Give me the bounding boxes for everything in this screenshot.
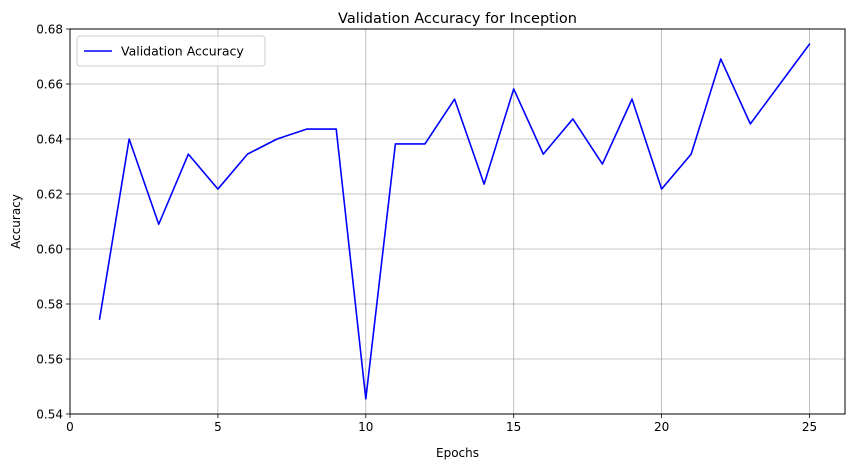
axis-ticks: 0 5 10 15 20 25 0.54 0.56 0.58 0.60 0.62 0.64 0.66 0.…: [36, 23, 817, 435]
data-point: [217, 188, 219, 190]
y-tick-label: 0.66: [36, 78, 63, 92]
data-point: [779, 83, 781, 85]
y-tick-label: 0.56: [36, 353, 63, 367]
data-point: [365, 398, 367, 400]
data-point: [394, 143, 396, 145]
x-tick-label: 15: [506, 420, 521, 434]
x-tick-label: 10: [358, 420, 373, 434]
data-point: [453, 98, 455, 100]
data-point: [128, 138, 130, 140]
data-point: [246, 153, 248, 155]
data-point: [513, 88, 515, 90]
data-point: [572, 118, 574, 120]
y-tick-label: 0.60: [36, 243, 63, 257]
legend-box: [76, 35, 266, 67]
data-point: [98, 318, 100, 320]
x-axis-label: Epochs: [436, 446, 479, 460]
legend: Validation Accuracy: [76, 35, 266, 67]
data-point: [690, 153, 692, 155]
series-layer: [98, 43, 811, 400]
data-point: [542, 153, 544, 155]
chart-title: Validation Accuracy for Inception: [338, 11, 577, 27]
x-tick-label: 20: [654, 420, 669, 434]
y-tick-label: 0.62: [36, 188, 63, 202]
data-point: [158, 223, 160, 225]
data-point: [276, 138, 278, 140]
y-tick-label: 0.68: [36, 23, 63, 37]
x-tick-label: 0: [66, 420, 74, 434]
plot-area-frame: [69, 28, 846, 415]
data-point: [187, 153, 189, 155]
x-tick-label: 5: [214, 420, 222, 434]
data-point: [720, 58, 722, 60]
data-point: [601, 163, 603, 165]
data-point: [483, 183, 485, 185]
data-point: [424, 143, 426, 145]
y-axis-label: Accuracy: [9, 194, 23, 249]
data-point: [808, 43, 810, 45]
data-point: [631, 98, 633, 100]
data-point: [749, 123, 751, 125]
data-point: [335, 128, 337, 130]
x-tick-label: 25: [802, 420, 817, 434]
legend-label: Validation Accuracy: [121, 44, 244, 59]
data-point: [660, 188, 662, 190]
y-tick-label: 0.58: [36, 298, 63, 312]
series-line: [98, 43, 811, 400]
y-tick-label: 0.54: [36, 408, 63, 422]
y-tick-label: 0.64: [36, 133, 63, 147]
data-point: [305, 128, 307, 130]
